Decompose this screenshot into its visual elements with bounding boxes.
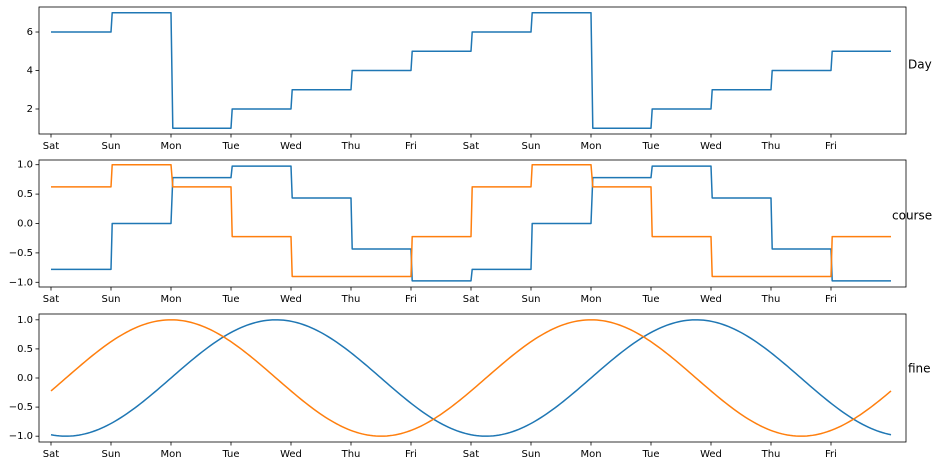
day-y-ticks: 2 4 6 <box>27 27 39 115</box>
fine-x-tick-label-7: Sat <box>463 449 479 460</box>
course-x-tick-label-13: Fri <box>825 294 837 305</box>
course-y-tick-label-1: −0.5 <box>9 248 33 259</box>
course-x-tick-label-8: Sun <box>521 294 540 305</box>
fine-x-tick-label-5: Thu <box>341 449 361 460</box>
day-x-tick-label-13: Fri <box>825 141 837 152</box>
day-x-tick-label-10: Tue <box>641 141 659 152</box>
fine-y-ticks: −1.0 −0.5 0.0 0.5 1.0 <box>9 315 39 442</box>
course-x-tick-label-10: Tue <box>641 294 659 305</box>
day-panel: Sat Sun Mon Tue Wed Thu Fri Sat Sun Mon Tue Wed Thu F… <box>27 6 932 152</box>
day-x-tick-label-2: Mon <box>160 141 181 152</box>
course-x-tick-label-4: Wed <box>280 294 302 305</box>
course-panel: Sat Sun Mon Tue Wed Thu Fri Sat Sun Mon Tue Wed Thu F… <box>9 159 932 305</box>
course-side-label: course <box>892 209 932 223</box>
fine-x-tick-label-13: Fri <box>825 449 837 460</box>
fine-axes-frame <box>38 313 907 443</box>
course-x-tick-label-0: Sat <box>43 294 59 305</box>
fine-series-0-line <box>50 319 892 437</box>
course-x-tick-label-3: Tue <box>221 294 239 305</box>
day-series-0-line <box>51 12 891 129</box>
day-y-tick-label-0: 2 <box>27 104 33 115</box>
fine-x-tick-label-6: Fri <box>405 449 417 460</box>
course-y-tick-label-0: −1.0 <box>9 277 33 288</box>
fine-y-tick-label-4: 1.0 <box>17 315 33 326</box>
course-y-tick-label-2: 0.0 <box>17 219 33 230</box>
course-series-layer <box>51 163 891 282</box>
day-x-tick-label-9: Mon <box>580 141 601 152</box>
fine-x-ticks: Sat Sun Mon Tue Wed Thu Fri Sat Sun Mon Tue Wed Thu F… <box>43 442 837 460</box>
day-y-tick-label-1: 4 <box>27 66 33 77</box>
fine-x-tick-label-2: Mon <box>160 449 181 460</box>
fine-y-tick-label-3: 0.5 <box>17 344 33 355</box>
day-series-layer <box>51 12 891 129</box>
day-x-tick-label-12: Thu <box>761 141 781 152</box>
course-y-tick-label-4: 1.0 <box>17 160 33 171</box>
day-side-label: Day <box>908 58 932 72</box>
course-x-tick-label-12: Thu <box>761 294 781 305</box>
day-x-tick-label-1: Sun <box>101 141 120 152</box>
fine-series-layer <box>50 319 892 437</box>
fine-y-tick-label-2: 0.0 <box>17 373 33 384</box>
day-x-tick-label-7: Sat <box>463 141 479 152</box>
fine-side-label: fine <box>908 362 931 376</box>
course-x-ticks: Sat Sun Mon Tue Wed Thu Fri Sat Sun Mon Tue Wed Thu F… <box>43 287 837 305</box>
fine-y-tick-label-0: −1.0 <box>9 431 33 442</box>
fine-x-tick-label-10: Tue <box>641 449 659 460</box>
fine-x-tick-label-12: Thu <box>761 449 781 460</box>
fine-panel: Sat Sun Mon Tue Wed Thu Fri Sat Sun Mon Tue Wed Thu F… <box>9 313 931 460</box>
fine-y-tick-label-1: −0.5 <box>9 402 33 413</box>
fine-x-tick-label-4: Wed <box>280 449 302 460</box>
day-x-tick-label-6: Fri <box>405 141 417 152</box>
course-x-tick-label-6: Fri <box>405 294 417 305</box>
course-series-0-line <box>51 165 891 282</box>
fine-x-tick-label-11: Wed <box>700 449 722 460</box>
fine-series-1-line <box>50 319 892 437</box>
course-x-tick-label-1: Sun <box>101 294 120 305</box>
fine-x-tick-label-0: Sat <box>43 449 59 460</box>
course-x-tick-label-2: Mon <box>160 294 181 305</box>
day-x-tick-label-3: Tue <box>221 141 239 152</box>
day-x-tick-label-8: Sun <box>521 141 540 152</box>
course-x-tick-label-9: Mon <box>580 294 601 305</box>
fine-x-tick-label-9: Mon <box>580 449 601 460</box>
course-x-tick-label-7: Sat <box>463 294 479 305</box>
day-x-tick-label-0: Sat <box>43 141 59 152</box>
day-y-tick-label-2: 6 <box>27 27 33 38</box>
day-x-tick-label-5: Thu <box>341 141 361 152</box>
fine-x-tick-label-1: Sun <box>101 449 120 460</box>
course-x-tick-label-11: Wed <box>700 294 722 305</box>
course-series-1-line <box>51 163 891 278</box>
course-x-tick-label-5: Thu <box>341 294 361 305</box>
day-x-tick-label-11: Wed <box>700 141 722 152</box>
course-y-tick-label-3: 0.5 <box>17 189 33 200</box>
course-y-ticks: −1.0 −0.5 0.0 0.5 1.0 <box>9 160 39 288</box>
fine-x-tick-label-3: Tue <box>221 449 239 460</box>
day-x-tick-label-4: Wed <box>280 141 302 152</box>
fine-x-tick-label-8: Sun <box>521 449 540 460</box>
day-x-ticks: Sat Sun Mon Tue Wed Thu Fri Sat Sun Mon Tue Wed Thu F… <box>43 134 837 152</box>
